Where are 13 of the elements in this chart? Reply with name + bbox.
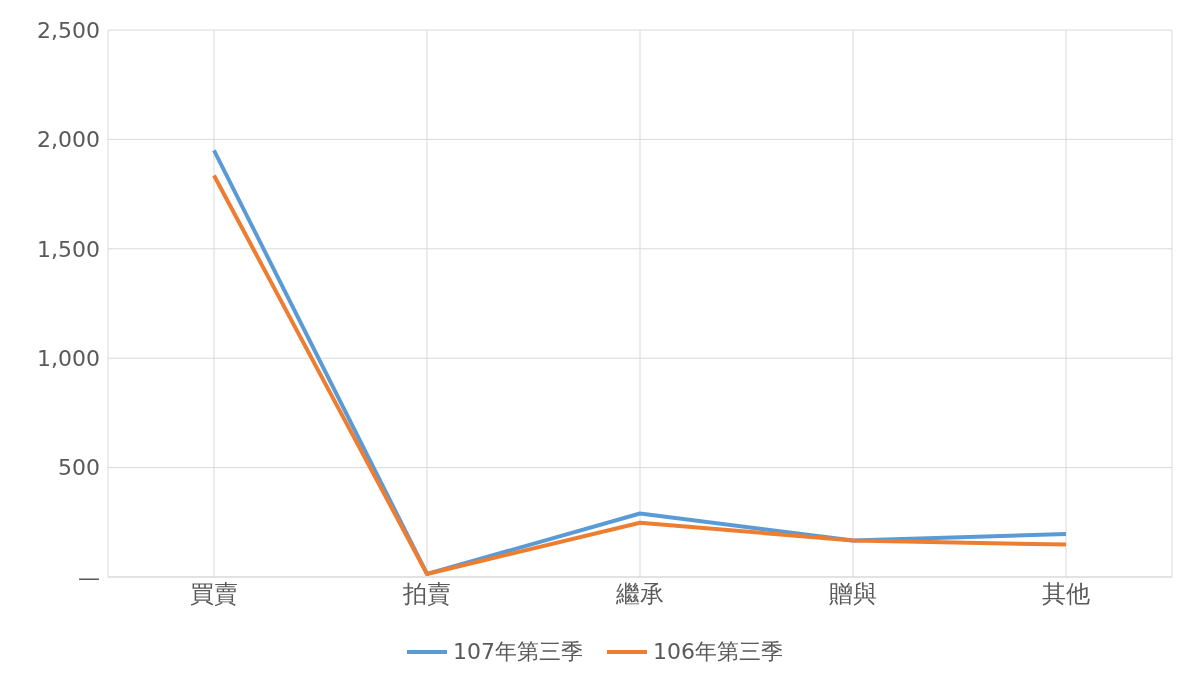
x-tick-label: 買賣 [190, 580, 238, 609]
y-tick-label: 500 [58, 455, 100, 481]
y-tick-label: 2,500 [37, 17, 100, 43]
x-tick-label: 其他 [1042, 580, 1090, 609]
y-tick-label: 1,000 [37, 346, 100, 372]
y-tick-label: 2,000 [37, 127, 100, 153]
y-tick-label: 1,500 [37, 236, 100, 262]
x-tick-label: 繼承 [615, 580, 664, 609]
x-tick-label: 拍賣 [402, 580, 451, 609]
legend-label: 106年第三季 [652, 638, 783, 666]
legend-label: 107年第三季 [452, 638, 583, 666]
y-tick-label: — [78, 564, 100, 590]
x-tick-label: 贈與 [829, 580, 877, 609]
